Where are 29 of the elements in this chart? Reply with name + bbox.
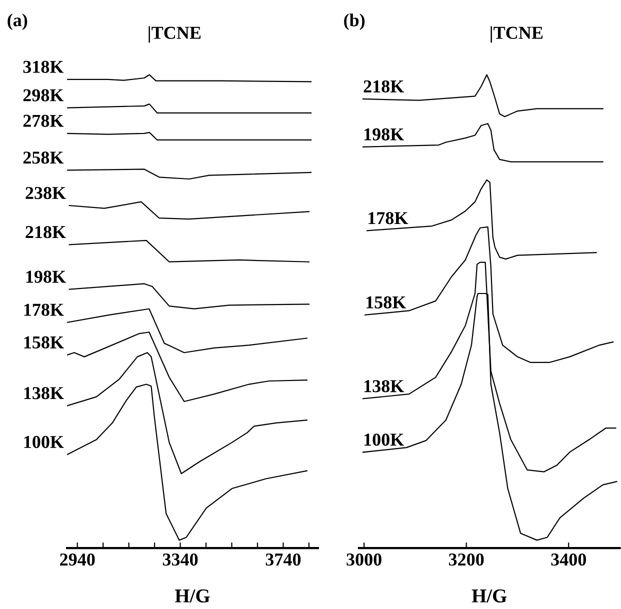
series-label: 138K	[24, 387, 64, 400]
series-label: 258K	[23, 152, 64, 164]
series-label: 198K	[364, 128, 404, 140]
series-label: 178K	[368, 212, 408, 224]
series-label: 278K	[23, 114, 64, 127]
series-label: 198K	[26, 270, 66, 283]
series-label: 178K	[24, 304, 64, 316]
text: |TCNE	[490, 26, 543, 43]
x-tick-label: 3200	[448, 553, 484, 566]
series-label: 218K	[364, 80, 404, 93]
series-label: 100K	[364, 434, 404, 446]
x-axis-title: H/G	[472, 589, 507, 602]
series-label: 100K	[24, 436, 64, 448]
x-tick-label: 3400	[551, 553, 586, 566]
series-label: 298K	[23, 89, 64, 102]
x-tick-label: 3000	[346, 553, 382, 566]
series-label: 158K	[366, 296, 406, 308]
text: |TCNE	[148, 26, 201, 43]
series-label: 158K	[24, 336, 64, 348]
series-label: 138K	[364, 380, 404, 392]
series-label: 218K	[26, 226, 66, 238]
chart-title: (b)	[344, 14, 365, 30]
chart-title: (a)	[8, 14, 28, 30]
x-tick-label: 2940	[60, 553, 95, 566]
x-tick-label: 3740	[266, 553, 301, 566]
series-label: 318K	[23, 60, 64, 73]
x-axis-title: H/G	[175, 589, 210, 602]
x-tick-label: 3340	[162, 553, 198, 566]
series-label: 238K	[26, 186, 66, 200]
